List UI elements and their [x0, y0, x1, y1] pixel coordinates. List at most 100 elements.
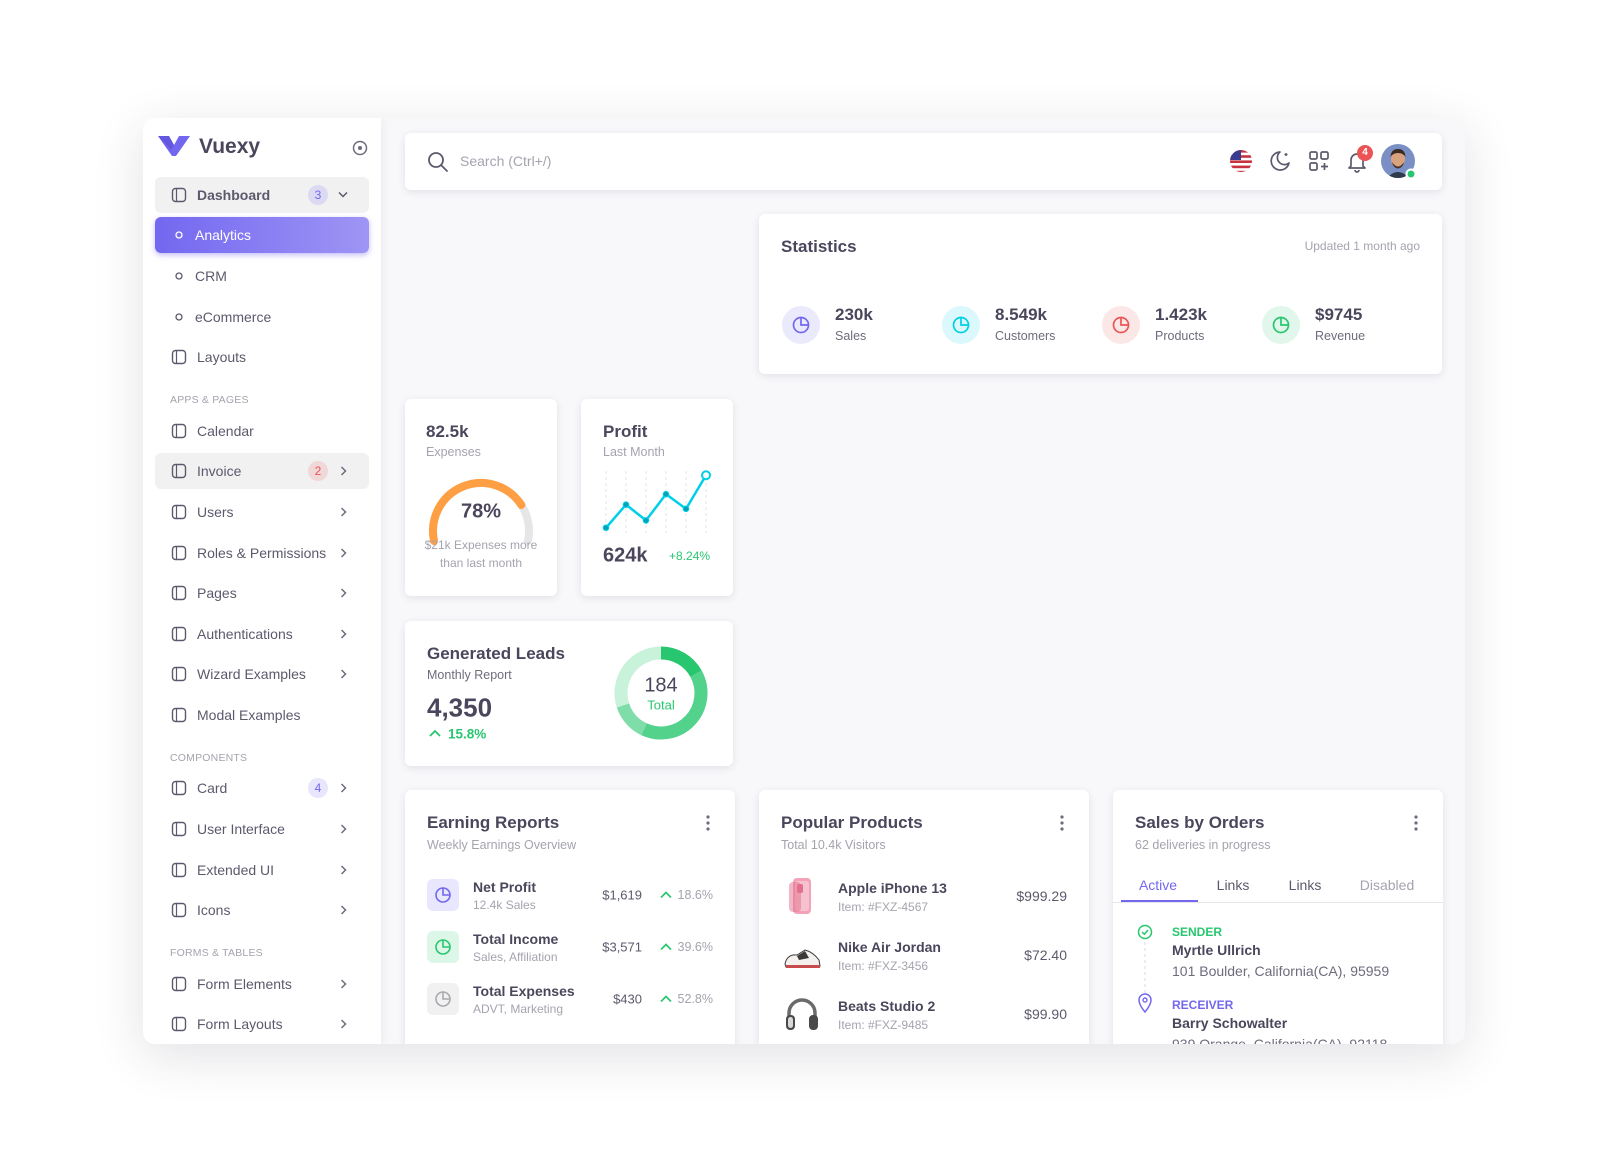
icon-part: [1405, 168, 1417, 180]
tab[interactable]: Active: [1138, 877, 1178, 893]
menu-item[interactable]: User Interface: [155, 811, 369, 847]
stat-label: Customers: [995, 329, 1056, 343]
menu-label: Pages: [197, 585, 237, 602]
menu-item[interactable]: CRM: [155, 258, 369, 294]
icon-part: [171, 862, 187, 877]
leads-donut: [614, 646, 708, 740]
menu-chevron: [340, 979, 347, 989]
menu-item[interactable]: Calendar: [155, 413, 369, 449]
icon-part: [1060, 821, 1064, 825]
expenses-gauge: [429, 479, 533, 545]
menu-item[interactable]: Modal Examples: [155, 697, 369, 733]
icon-part: [442, 940, 450, 948]
menu-item[interactable]: Authentications: [155, 616, 369, 652]
icon-part: [340, 979, 347, 989]
menu-item[interactable]: Form Elements: [155, 966, 369, 1002]
menu-label: Users: [197, 503, 234, 520]
menu-bullet: [175, 231, 183, 240]
icon-part: [1230, 150, 1241, 160]
report-icon: [427, 931, 459, 963]
product-item: Item: #FXZ-9485: [838, 1018, 929, 1032]
menu-label: Roles & Permissions: [197, 544, 327, 561]
search-input[interactable]: Search (Ctrl+/): [460, 153, 552, 169]
menu-item[interactable]: Users: [155, 494, 369, 530]
report-title: Total Income: [473, 931, 559, 947]
menu-chevron: [340, 547, 347, 558]
stat-icon: [1102, 306, 1140, 344]
theme-toggle[interactable]: [1269, 150, 1291, 172]
collapse-toggle[interactable]: [352, 140, 368, 156]
navbar: Search (Ctrl+/) 4: [405, 133, 1442, 190]
stat-value: 8.549k: [995, 305, 1047, 324]
tab[interactable]: Links: [1216, 877, 1250, 893]
menu-item[interactable]: Pages: [155, 575, 369, 611]
icon-part: [175, 231, 183, 240]
icon-part: [1137, 924, 1153, 940]
brand-logo: [158, 136, 190, 156]
icon-part: [1381, 144, 1415, 178]
profit-chart: [602, 470, 711, 533]
report-change: 39.6%: [677, 940, 713, 954]
tab[interactable]: Links: [1288, 877, 1322, 893]
icon-part: [171, 666, 187, 682]
menu-icon: [171, 626, 187, 641]
menu-item[interactable]: Icons: [155, 892, 369, 928]
user-avatar[interactable]: [1381, 144, 1417, 180]
timeline-label: RECEIVER: [1172, 998, 1234, 1012]
stat-icon: [942, 306, 980, 344]
report-amount: $430: [613, 991, 642, 1007]
menu-icon: [171, 423, 187, 439]
menu-section-header: FORMS & TABLES: [170, 947, 263, 960]
menu-item[interactable]: eCommerce: [155, 299, 369, 335]
menu-item[interactable]: Card 4: [155, 770, 369, 806]
menu-item[interactable]: Form Layouts: [155, 1006, 369, 1042]
card-title: Earning Reports: [427, 813, 560, 832]
stat-label: Sales: [835, 329, 867, 343]
menu-label: eCommerce: [195, 308, 272, 325]
menu-icon: [171, 821, 187, 837]
icon-part: [428, 152, 444, 168]
product-name: Nike Air Jordan: [838, 939, 941, 955]
language-flag[interactable]: [1229, 149, 1253, 173]
card-title: Generated Leads: [427, 644, 565, 663]
report-title: Total Expenses: [473, 983, 575, 999]
menu-item[interactable]: Extended UI: [155, 852, 369, 888]
more-menu[interactable]: [1057, 814, 1067, 832]
menu-item[interactable]: Analytics: [155, 217, 369, 254]
app-window: Vuexy Dashboard 3 Analytics CRM eCommerce Layo…: [143, 118, 1465, 1044]
timeline-name: Myrtle Ullrich: [1172, 942, 1261, 958]
profit-card: Profit Last Month 624k +8.24%: [581, 399, 733, 596]
menu-section-header: COMPONENTS: [170, 751, 248, 764]
icon-part: [340, 865, 347, 875]
notification-badge: 4: [1357, 145, 1373, 161]
product-image: [786, 998, 818, 1030]
card-subtitle: Monthly Report: [427, 668, 512, 682]
leads-change: 15.8%: [448, 726, 487, 742]
card-subtitle: 62 deliveries in progress: [1135, 838, 1271, 852]
expenses-note: $21k Expenses more than last month: [424, 538, 538, 570]
menu-item[interactable]: Layouts: [155, 339, 369, 375]
icon-part: [171, 464, 187, 479]
menu-item[interactable]: Invoice 2: [155, 453, 369, 490]
menu-item[interactable]: Wizard Examples: [155, 656, 369, 692]
product-price: $99.90: [1024, 1006, 1067, 1022]
stat-value: 230k: [835, 305, 873, 324]
icon-part: [1414, 815, 1418, 819]
tabs-border: [1113, 902, 1443, 903]
menu-icon: [171, 902, 187, 918]
menu-item[interactable]: Dashboard 3: [155, 176, 369, 213]
icon-part: [1270, 151, 1290, 171]
menu-icon: [171, 666, 187, 682]
menu-label: Form Elements: [197, 975, 292, 992]
icon-part: [171, 585, 187, 601]
shortcuts-icon[interactable]: [1308, 150, 1330, 172]
menu-item[interactable]: Roles & Permissions: [155, 535, 369, 571]
more-menu[interactable]: [1411, 814, 1421, 832]
more-menu[interactable]: [703, 814, 713, 832]
menu-icon: [171, 187, 187, 203]
timeline-name: Barry Schowalter: [1172, 1015, 1288, 1031]
search-icon[interactable]: [427, 151, 449, 173]
menu-icon: [171, 585, 187, 601]
icon-part: [171, 626, 187, 641]
menu-icon: [171, 707, 187, 722]
